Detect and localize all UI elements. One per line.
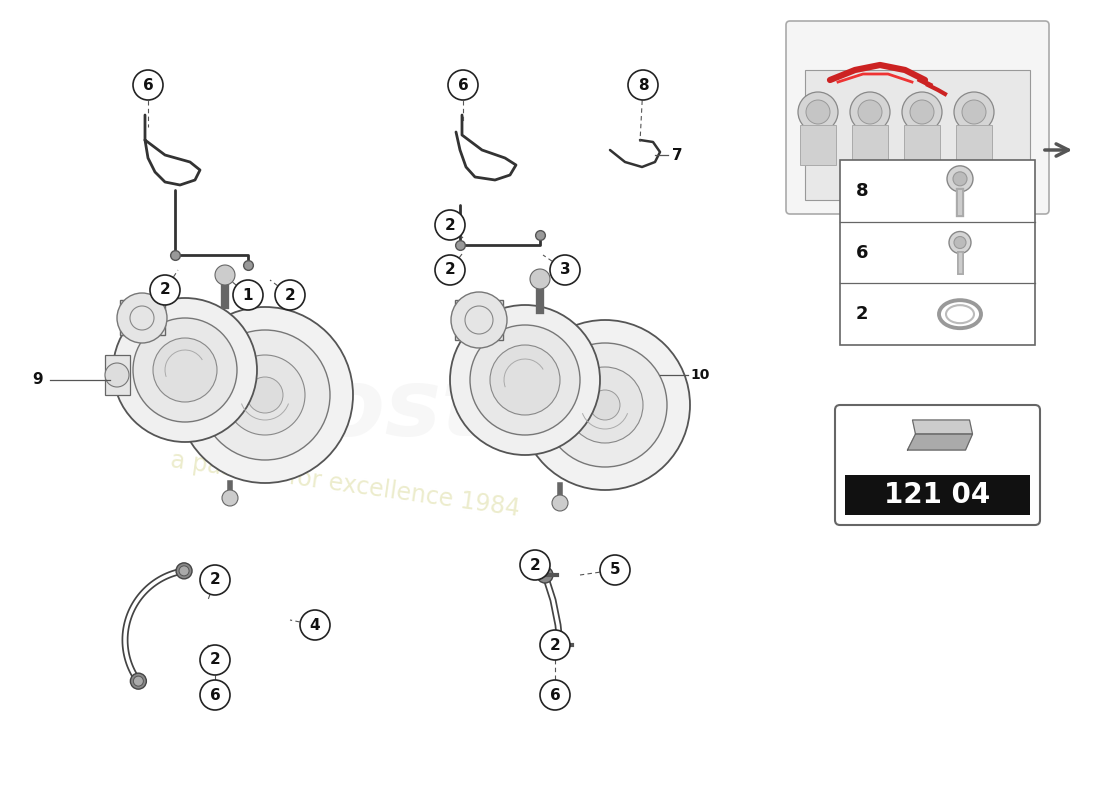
Circle shape bbox=[947, 166, 974, 192]
Circle shape bbox=[806, 100, 830, 124]
Circle shape bbox=[540, 680, 570, 710]
Circle shape bbox=[150, 275, 180, 305]
Text: 2: 2 bbox=[550, 638, 560, 653]
Circle shape bbox=[540, 630, 570, 660]
Circle shape bbox=[850, 92, 890, 132]
Polygon shape bbox=[120, 300, 165, 335]
Circle shape bbox=[434, 210, 465, 240]
Circle shape bbox=[451, 292, 507, 348]
Circle shape bbox=[133, 70, 163, 100]
Circle shape bbox=[543, 343, 667, 467]
Bar bbox=[515, 358, 625, 420]
Polygon shape bbox=[455, 300, 503, 340]
Bar bbox=[840, 160, 1035, 345]
Circle shape bbox=[248, 377, 283, 413]
Text: 2: 2 bbox=[285, 287, 296, 302]
Text: 2: 2 bbox=[856, 305, 868, 323]
Circle shape bbox=[962, 100, 986, 124]
Bar bbox=[904, 125, 940, 165]
Circle shape bbox=[448, 70, 478, 100]
Text: 2: 2 bbox=[444, 218, 455, 233]
Circle shape bbox=[530, 269, 550, 289]
Circle shape bbox=[176, 563, 192, 579]
Text: 8: 8 bbox=[638, 78, 648, 93]
Text: 2: 2 bbox=[444, 262, 455, 278]
Circle shape bbox=[954, 237, 966, 249]
Circle shape bbox=[214, 265, 235, 285]
Circle shape bbox=[179, 566, 189, 576]
Circle shape bbox=[566, 367, 644, 443]
Circle shape bbox=[117, 293, 167, 343]
Bar bbox=[845, 475, 1030, 515]
Bar bbox=[805, 70, 1030, 200]
Text: 2: 2 bbox=[160, 282, 170, 298]
Circle shape bbox=[104, 363, 129, 387]
Circle shape bbox=[798, 92, 838, 132]
Text: 4: 4 bbox=[310, 618, 320, 633]
Circle shape bbox=[550, 255, 580, 285]
Circle shape bbox=[628, 70, 658, 100]
Circle shape bbox=[902, 92, 942, 132]
Text: 6: 6 bbox=[856, 243, 868, 262]
Text: 121 04: 121 04 bbox=[884, 481, 991, 509]
Circle shape bbox=[953, 172, 967, 186]
Bar bbox=[852, 125, 888, 165]
Circle shape bbox=[153, 338, 217, 402]
Text: 8: 8 bbox=[856, 182, 868, 200]
Text: 3: 3 bbox=[560, 262, 570, 278]
Bar bbox=[175, 350, 285, 410]
Text: 5: 5 bbox=[609, 562, 620, 578]
Polygon shape bbox=[913, 420, 972, 434]
Circle shape bbox=[200, 645, 230, 675]
Circle shape bbox=[177, 307, 353, 483]
Circle shape bbox=[450, 305, 600, 455]
Circle shape bbox=[470, 325, 580, 435]
Circle shape bbox=[910, 100, 934, 124]
Bar bbox=[104, 355, 130, 395]
Circle shape bbox=[200, 565, 230, 595]
Circle shape bbox=[520, 320, 690, 490]
Circle shape bbox=[226, 355, 305, 435]
Text: eurostor: eurostor bbox=[142, 364, 598, 456]
Circle shape bbox=[200, 680, 230, 710]
Circle shape bbox=[858, 100, 882, 124]
Text: 9: 9 bbox=[33, 373, 43, 387]
Circle shape bbox=[552, 495, 568, 511]
Circle shape bbox=[552, 637, 568, 653]
Circle shape bbox=[954, 92, 994, 132]
Text: 2: 2 bbox=[529, 558, 540, 573]
Polygon shape bbox=[908, 434, 972, 450]
Text: 2: 2 bbox=[210, 573, 220, 587]
Circle shape bbox=[949, 231, 971, 254]
Bar bbox=[800, 125, 836, 165]
Circle shape bbox=[200, 330, 330, 460]
Circle shape bbox=[300, 610, 330, 640]
Text: 6: 6 bbox=[550, 687, 560, 702]
Circle shape bbox=[275, 280, 305, 310]
Circle shape bbox=[133, 676, 143, 686]
Circle shape bbox=[434, 255, 465, 285]
Circle shape bbox=[131, 673, 146, 689]
Circle shape bbox=[233, 280, 263, 310]
Circle shape bbox=[537, 567, 553, 583]
Text: 6: 6 bbox=[210, 687, 220, 702]
Text: 1: 1 bbox=[243, 287, 253, 302]
Circle shape bbox=[133, 318, 236, 422]
Text: 2: 2 bbox=[210, 653, 220, 667]
FancyBboxPatch shape bbox=[835, 405, 1040, 525]
Circle shape bbox=[590, 390, 620, 420]
Circle shape bbox=[222, 490, 238, 506]
Bar bbox=[956, 125, 992, 165]
Text: 7: 7 bbox=[672, 147, 683, 162]
FancyBboxPatch shape bbox=[786, 21, 1049, 214]
Text: 6: 6 bbox=[458, 78, 469, 93]
Circle shape bbox=[600, 555, 630, 585]
Circle shape bbox=[113, 298, 257, 442]
Circle shape bbox=[490, 345, 560, 415]
Text: 6: 6 bbox=[143, 78, 153, 93]
Text: 10: 10 bbox=[690, 368, 710, 382]
Text: a passion for excellence 1984: a passion for excellence 1984 bbox=[168, 449, 521, 522]
Circle shape bbox=[520, 550, 550, 580]
